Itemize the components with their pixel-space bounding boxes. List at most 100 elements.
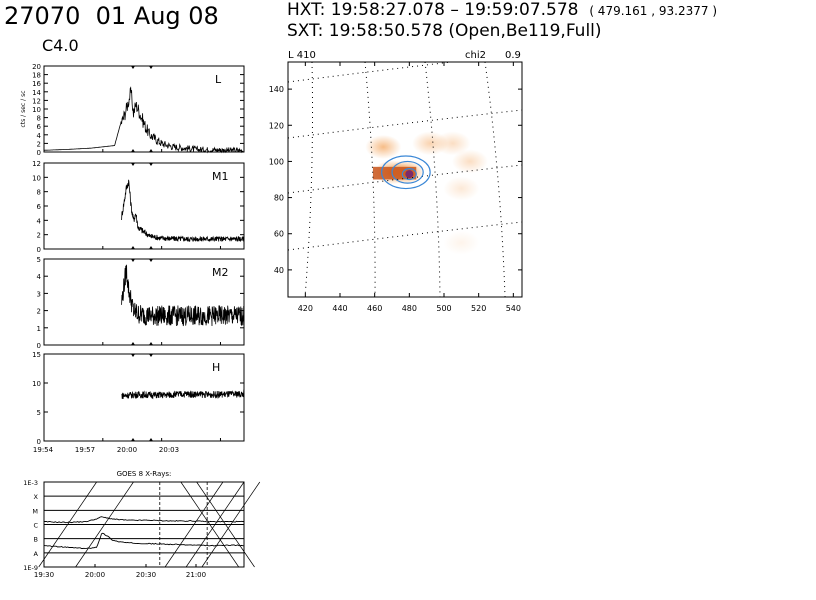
image-x-tick-label: 480 — [402, 304, 417, 313]
time-marker — [149, 66, 153, 69]
y-tick-label: 10 — [32, 106, 41, 114]
latitude-line — [288, 221, 522, 251]
goes-flux-series — [43, 532, 245, 550]
y-tick-label: 1 — [37, 325, 41, 333]
goes-class: C4.0 — [42, 36, 79, 55]
y-tick-label: 2 — [37, 308, 41, 316]
longitude-line — [364, 62, 376, 297]
x-tick-label: 20:00 — [117, 446, 137, 454]
hxt-label: HXT: — [287, 0, 326, 20]
image-frame — [287, 61, 523, 298]
image-y-tick-label: 140 — [269, 85, 284, 94]
y-tick-label: 0 — [37, 438, 41, 446]
image-x-tick-label: 520 — [471, 304, 486, 313]
image-x-tick-label: 440 — [332, 304, 347, 313]
goes-y-label: X — [34, 493, 39, 501]
channel-label: M1 — [212, 170, 229, 183]
time-marker — [131, 163, 135, 166]
y-tick-label: 2 — [37, 232, 41, 240]
goes-x-tick-label: 20:30 — [136, 571, 156, 579]
image-y-tick-label: 100 — [269, 157, 284, 166]
y-tick-label: 14 — [32, 89, 41, 97]
time-marker — [149, 354, 153, 357]
chi2-value: 0.9 — [505, 50, 521, 61]
image-x-tick-label: 420 — [298, 304, 313, 313]
channel-label: H — [212, 361, 220, 374]
channel-label: M2 — [212, 266, 229, 279]
y-tick-label: 6 — [37, 123, 42, 131]
chi2-label: chi2 — [465, 50, 486, 61]
goes-y-label: B — [34, 536, 38, 544]
x-tick-label: 20:03 — [159, 446, 179, 454]
hxt-panel-h: 0 5 10 15 H 19:54 19:57 20:00 20:03 — [32, 351, 245, 454]
time-marker — [131, 342, 135, 345]
x-tick-label: 19:54 — [33, 446, 54, 454]
flare-date: 01 Aug 08 — [95, 2, 219, 30]
sxt-intensity-blob — [443, 230, 480, 255]
goes-y-label: M — [32, 507, 38, 515]
y-tick-label: 16 — [32, 80, 41, 88]
y-tick-label: 3 — [37, 290, 41, 298]
y-tick-label: 4 — [37, 217, 42, 225]
y-tick-label: 2 — [37, 140, 41, 148]
time-marker — [149, 259, 153, 262]
sxt-time: 19:58:50.578 — [328, 21, 443, 41]
flare-number: 27070 — [4, 2, 81, 30]
goes-flux-series — [43, 516, 244, 524]
y-tick-label: 8 — [37, 115, 41, 123]
image-y-tick-label: 40 — [274, 266, 284, 275]
sxt-line: SXT: 19:58:50.578 (Open,Be119,Full) — [287, 23, 602, 40]
goes-diagonal — [164, 481, 224, 568]
goes-y-label: A — [34, 550, 39, 558]
goes-x-tick-label: 19:30 — [34, 571, 54, 579]
hxt-panel-m1: 0 2 4 6 8 10 12 M1 — [32, 160, 245, 254]
y-tick-label: 20 — [32, 63, 41, 71]
panel-frame — [43, 65, 245, 153]
light-curve-series — [44, 86, 245, 154]
channel-label: L — [215, 73, 222, 86]
y-tick-label: 10 — [32, 174, 41, 182]
image-x-tick-label: 540 — [506, 304, 521, 313]
image-y-tick-label: 120 — [269, 121, 284, 130]
y-tick-label: 10 — [32, 380, 41, 388]
goes-y-label: C — [33, 522, 38, 530]
image-label: L 410 — [288, 50, 316, 61]
y-tick-label: 18 — [32, 72, 41, 80]
image-panel: L 410 chi2 0.9 420 440 460 480 500 520 540 40 60 80 1… — [269, 50, 523, 313]
goes-diagonal — [180, 481, 240, 568]
goes-x-tick-label: 20:00 — [85, 571, 105, 579]
panel-frame — [43, 353, 245, 442]
goes-diagonal — [185, 481, 245, 568]
sxt-intensity-blob — [443, 176, 480, 201]
y-tick-label: 5 — [37, 409, 41, 417]
y-tick-label: 5 — [37, 256, 41, 264]
hxt-interval: 19:58:27.078 – 19:59:07.578 — [330, 0, 579, 20]
time-marker — [149, 438, 153, 441]
time-marker — [149, 342, 153, 345]
time-marker — [149, 246, 153, 249]
image-x-tick-label: 500 — [436, 304, 451, 313]
hxt-position: ( 479.161 , 93.2377 ) — [589, 4, 717, 18]
hxt-contour — [401, 168, 417, 181]
goes-y-label: 1E-3 — [23, 479, 38, 487]
sxt-intensity-blob — [434, 131, 471, 156]
goes-diagonal — [38, 481, 97, 568]
time-marker — [131, 149, 135, 152]
light-curve-series — [121, 264, 245, 327]
goes-diagonal — [196, 481, 255, 568]
goes-y-label: 1E-9 — [23, 564, 38, 572]
sxt-config: (Open,Be119,Full) — [448, 21, 602, 41]
y-tick-label: 0 — [37, 342, 41, 350]
light-curve-series — [121, 179, 245, 243]
y-tick-label: 12 — [32, 160, 41, 168]
flare-header: 27070 01 Aug 08 — [4, 4, 219, 28]
time-marker — [131, 354, 135, 357]
sxt-intensity-blob — [452, 149, 488, 174]
time-marker — [131, 259, 135, 262]
light-curve-series — [121, 389, 245, 400]
y-axis-label: cts / sec / sc — [20, 91, 27, 128]
hxt-contour — [381, 155, 431, 190]
